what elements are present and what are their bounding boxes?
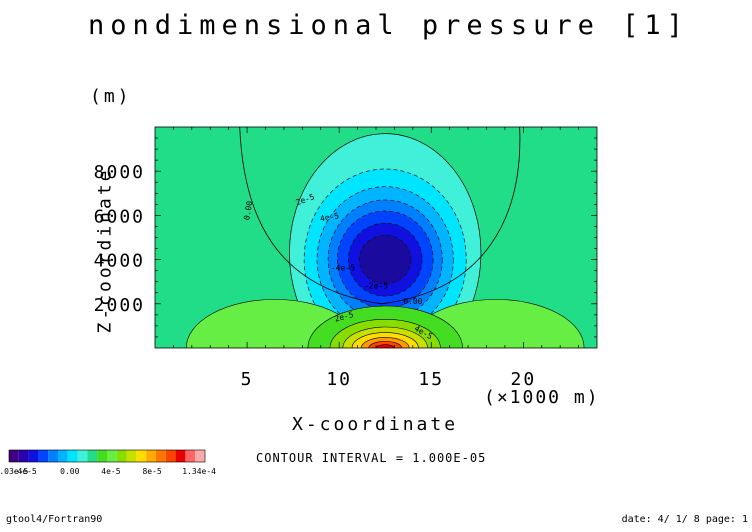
contour-interval-note: CONTOUR INTERVAL = 1.000E-05 — [256, 451, 487, 465]
colorbar-swatch — [165, 450, 176, 462]
colorbar-swatch — [185, 450, 196, 462]
colorbar-swatch — [9, 450, 19, 462]
contour-label: -2e-5 — [364, 281, 388, 290]
colorbar-swatch — [175, 450, 186, 462]
x-tick-label: 10 — [326, 369, 352, 390]
contour-label: 0.00 — [242, 200, 254, 221]
colorbar-label: -4e-5 — [13, 467, 37, 476]
colorbar-label: 1.34e-4 — [182, 467, 216, 476]
colorbar-swatch — [97, 450, 107, 462]
contour-field — [155, 127, 597, 348]
colorbar-swatch — [67, 450, 78, 462]
x-axis-label: X-coordinate — [292, 414, 459, 435]
x-tick-label: 20 — [510, 369, 536, 390]
colorbar-swatch — [58, 450, 68, 462]
x-axis-unit: (×1000 m) — [484, 387, 600, 408]
colorbar-swatch — [126, 450, 137, 462]
colorbar-swatch — [28, 450, 39, 462]
footer-left: gtool4/Fortran90 — [6, 514, 103, 525]
negative-contour-6 — [359, 234, 412, 285]
y-tick-label: 8000 — [94, 162, 145, 183]
colorbar-swatch — [87, 450, 98, 462]
chart-title: nondimensional pressure [1] — [88, 10, 689, 41]
colorbar: -7.03e-5-4e-5 0.00 4e-5 8e-5 1.34e-4 — [0, 449, 216, 476]
colorbar-border — [8, 449, 206, 463]
colorbar-swatch — [156, 450, 166, 462]
colorbar-swatch — [107, 450, 117, 462]
colorbar-swatch — [136, 450, 147, 462]
colorbar-swatch — [18, 450, 29, 462]
y-tick-label: 4000 — [94, 251, 145, 272]
colorbar-swatch — [48, 450, 58, 462]
x-tick-label: 15 — [418, 369, 444, 390]
colorbar-swatch — [116, 450, 127, 462]
footer-right: date: 4/ 1/ 8 page: 1 — [621, 514, 748, 525]
contour-label: 4e-5 — [319, 211, 340, 223]
y-tick-label: 6000 — [94, 206, 145, 227]
x-axis-ticks: 5 10 15 20 — [173, 127, 579, 390]
colorbar-label: 4e-5 — [101, 467, 120, 476]
colorbar-label: -7.03e-5 — [0, 467, 28, 476]
contour-label: -4e-5 — [331, 264, 355, 273]
contour-label: 0.00 — [403, 297, 422, 306]
zero-contour — [239, 127, 521, 305]
y-axis-unit: (m) — [90, 86, 132, 107]
colorbar-swatch — [195, 450, 205, 462]
colorbar-swatch — [146, 450, 156, 462]
colorbar-label: 8e-5 — [142, 467, 161, 476]
colorbar-swatch — [77, 450, 88, 462]
y-tick-label: 2000 — [94, 295, 145, 316]
x-tick-label: 5 — [241, 369, 254, 390]
colorbar-label: 0.00 — [60, 467, 79, 476]
y-axis-ticks: 2000 4000 6000 8000 — [94, 137, 597, 338]
colorbar-swatch — [38, 450, 49, 462]
